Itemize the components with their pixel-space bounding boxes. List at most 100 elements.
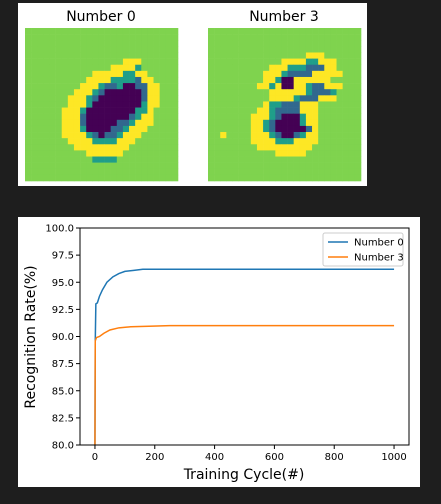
pixel (165, 70, 173, 78)
pixel (147, 64, 154, 72)
pixel (299, 95, 307, 102)
pixel (336, 138, 343, 145)
pixel (305, 34, 313, 41)
pixel (49, 70, 56, 78)
pixel (171, 101, 179, 108)
pixel (110, 113, 118, 121)
pixel (25, 144, 32, 151)
pixel (98, 162, 105, 170)
pixel (61, 52, 69, 59)
pixel (165, 101, 173, 108)
pixel (342, 64, 350, 72)
pixel (55, 138, 63, 145)
pixel (122, 125, 130, 133)
pixel (61, 34, 69, 41)
pixel (244, 89, 252, 96)
pixel (342, 46, 350, 53)
pixel (171, 138, 179, 145)
pixel (305, 125, 313, 133)
pixel (171, 58, 179, 66)
pixel (336, 83, 343, 90)
pixel (135, 52, 142, 59)
pixel (226, 64, 233, 72)
pixel (67, 156, 75, 163)
pixel (165, 95, 173, 102)
pixel (116, 76, 124, 84)
pixel (293, 89, 301, 96)
pixel (330, 138, 337, 145)
pixel (61, 89, 69, 96)
pixel (336, 168, 343, 176)
pixel (31, 101, 38, 108)
pixel (61, 76, 69, 84)
pixel (220, 95, 227, 102)
pixel (293, 76, 301, 84)
pixel (129, 52, 136, 59)
pixel (299, 107, 307, 114)
pixel (153, 107, 160, 114)
pixel (281, 28, 288, 35)
pixel (348, 95, 356, 102)
pixel (153, 125, 160, 133)
y-tick-label: 100.0 (45, 224, 74, 235)
pixel (153, 46, 160, 53)
pixel (104, 64, 111, 72)
pixel (122, 40, 130, 47)
pixel (49, 168, 56, 176)
pixel (250, 46, 258, 53)
pixel (336, 28, 343, 35)
pixel (226, 34, 233, 41)
pixel (324, 64, 331, 72)
pixel (269, 132, 276, 139)
pixel (135, 125, 142, 133)
pixel (147, 28, 154, 35)
pixel (37, 70, 44, 78)
pixel (73, 89, 81, 96)
pixel (287, 58, 294, 66)
pixel (98, 144, 105, 151)
pixel (31, 76, 38, 84)
pixel (98, 138, 105, 145)
pixel (220, 58, 227, 66)
pixel (232, 113, 239, 121)
pixel (336, 125, 343, 133)
pixel (55, 168, 63, 176)
pixel (305, 46, 313, 53)
pixel (80, 125, 87, 133)
pixel (281, 70, 288, 78)
pixel (330, 83, 337, 90)
pixel (275, 58, 282, 66)
pixel (80, 95, 87, 102)
pixel (80, 46, 87, 53)
pixel (244, 174, 252, 182)
pixel (25, 40, 32, 47)
pixel (354, 52, 362, 59)
pixel (226, 83, 233, 90)
pixel (171, 168, 179, 176)
pixel (122, 34, 130, 41)
pixel (43, 113, 50, 121)
pixel (129, 89, 136, 96)
pixel (116, 174, 124, 182)
pixel (37, 156, 44, 163)
pixel (86, 70, 93, 78)
pixel (37, 113, 44, 121)
pixel (116, 95, 124, 102)
pixel (73, 162, 81, 170)
pixel (336, 58, 343, 66)
pixel (61, 119, 69, 127)
pixel (31, 46, 38, 53)
pixel (287, 119, 294, 127)
pixel (238, 138, 246, 145)
pixel (330, 125, 337, 133)
pixel (312, 144, 319, 151)
pixel (281, 113, 288, 121)
pixel (324, 174, 331, 182)
pixel (98, 40, 105, 47)
pixel (37, 107, 44, 114)
pixel (141, 156, 148, 163)
pixel (293, 132, 301, 139)
pixel (275, 125, 282, 133)
pixel (165, 76, 173, 84)
pixel (244, 107, 252, 114)
